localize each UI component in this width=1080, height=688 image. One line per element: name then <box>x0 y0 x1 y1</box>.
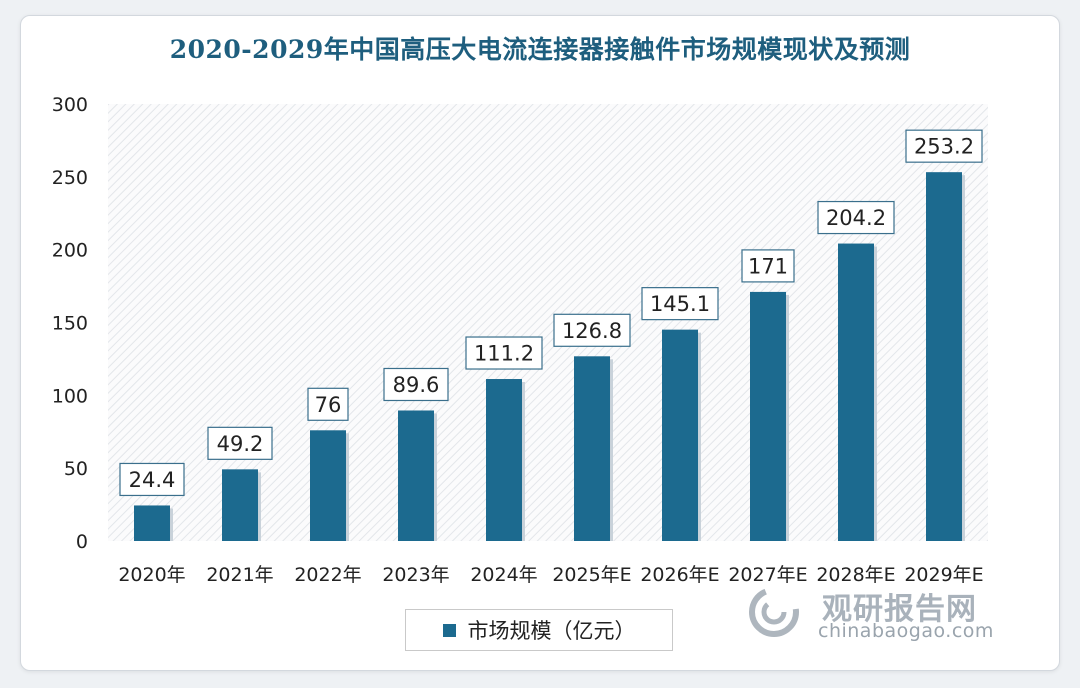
x-tick-label: 2026年E <box>640 564 719 586</box>
legend-swatch <box>442 623 456 637</box>
x-tick-label: 2025年E <box>552 564 631 586</box>
brand-name-en: chinabaogao.com <box>818 620 994 642</box>
bar <box>838 243 874 542</box>
data-label: 204.2 <box>826 206 886 230</box>
y-tick-label: 0 <box>76 531 88 553</box>
data-label-box <box>741 249 795 283</box>
data-label: 171 <box>748 254 788 278</box>
legend-label: 市场规模（亿元） <box>467 619 636 643</box>
bar <box>222 469 258 541</box>
brand-watermark: 观研报告网 chinabaogao.com <box>742 582 1042 642</box>
data-label: 126.8 <box>562 319 622 343</box>
x-tick-label: 2020年 <box>118 564 185 586</box>
x-tick-label: 2029年E <box>904 564 983 586</box>
data-label-box <box>465 336 543 370</box>
bar <box>750 291 786 541</box>
data-label-box <box>307 387 349 421</box>
chart-title: 2020-2029年中国高压大电流连接器接触件市场规模现状及预测 <box>169 35 911 64</box>
x-tick-label: 2021年 <box>206 564 273 586</box>
data-label: 111.2 <box>474 342 534 366</box>
data-label-box <box>641 287 719 321</box>
y-tick-label: 200 <box>52 240 88 262</box>
bar <box>134 505 170 541</box>
y-tick-label: 300 <box>52 94 88 116</box>
bar-series: 24.4 49.2 76 89.6 111.2 126.8 145.1 171 204.2 253… <box>119 129 983 542</box>
x-tick-label: 2022年 <box>294 564 361 586</box>
y-tick-label: 150 <box>52 313 88 335</box>
legend: 市场规模（亿元） <box>405 609 673 651</box>
y-tick-label: 100 <box>52 385 88 407</box>
x-tick-label: 2028年E <box>816 564 895 586</box>
y-axis: 0 50 100 150 200 250 300 <box>52 94 88 553</box>
brand-name-cn: 观研报告网 <box>822 592 977 627</box>
data-label: 24.4 <box>129 468 176 492</box>
data-label: 145.1 <box>650 292 710 316</box>
x-axis: 2020年 2021年 2022年 2023年 2024年 2025年E 2026年E 202… <box>118 564 983 586</box>
bar <box>662 329 698 541</box>
y-tick-label: 250 <box>52 167 88 189</box>
bar <box>926 172 962 541</box>
x-tick-label: 2027年E <box>728 564 807 586</box>
data-label: 253.2 <box>914 135 974 159</box>
data-label-box <box>817 200 895 235</box>
bar <box>398 410 434 541</box>
data-label: 89.6 <box>393 373 440 397</box>
y-tick-label: 50 <box>64 458 88 480</box>
data-label: 49.2 <box>217 432 264 456</box>
x-tick-label: 2023年 <box>382 564 449 586</box>
x-tick-label: 2024年 <box>470 564 537 586</box>
bar <box>486 379 522 541</box>
bar <box>310 430 346 541</box>
data-label-box <box>383 367 449 402</box>
data-label-box <box>905 129 983 163</box>
data-label: 76 <box>315 393 342 417</box>
data-label-box <box>119 462 185 497</box>
brand-logo-icon <box>749 587 799 637</box>
bar <box>574 356 610 541</box>
data-label-box <box>207 426 273 460</box>
data-label-box <box>553 313 631 347</box>
